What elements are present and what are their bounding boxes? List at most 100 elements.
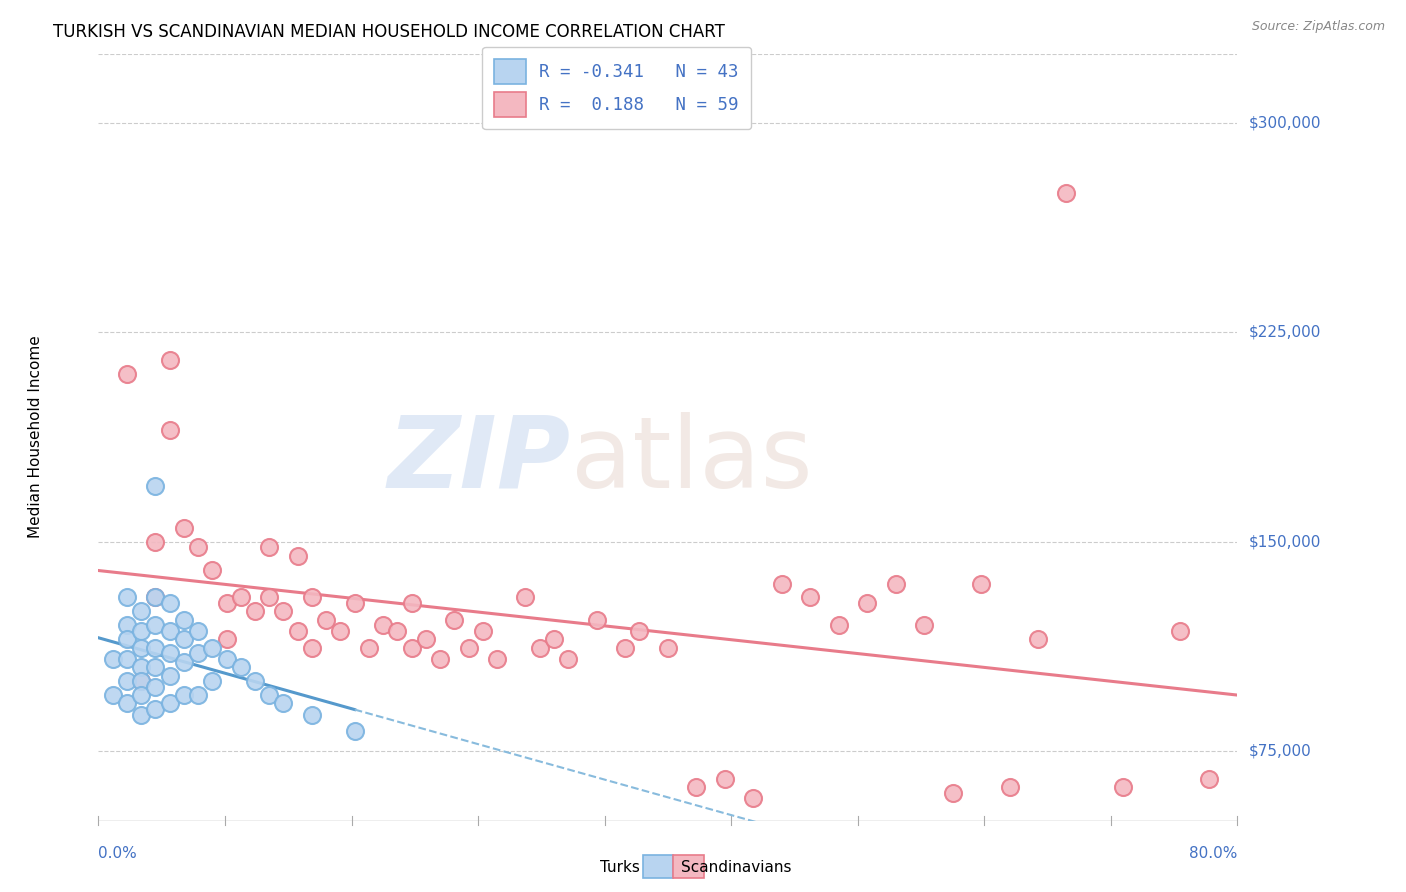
- Point: [159, 596, 181, 610]
- Point: [159, 423, 181, 437]
- Point: [273, 604, 295, 618]
- Point: [129, 707, 152, 722]
- Point: [159, 668, 181, 682]
- Point: [115, 632, 138, 647]
- Point: [415, 632, 437, 647]
- Point: [115, 368, 138, 382]
- Point: [343, 724, 366, 739]
- Point: [115, 697, 138, 711]
- Point: [187, 624, 209, 638]
- Point: [1026, 632, 1049, 647]
- Point: [187, 646, 209, 660]
- Point: [486, 652, 509, 666]
- Legend: R = -0.341   N = 43, R =  0.188   N = 59: R = -0.341 N = 43, R = 0.188 N = 59: [482, 47, 751, 129]
- Point: [429, 652, 451, 666]
- Point: [145, 591, 167, 605]
- Point: [357, 640, 380, 655]
- Text: Scandinavians: Scandinavians: [681, 860, 792, 874]
- Point: [129, 604, 152, 618]
- Point: [173, 613, 195, 627]
- Text: $150,000: $150,000: [1249, 534, 1320, 549]
- Text: $300,000: $300,000: [1249, 116, 1320, 131]
- Point: [912, 618, 935, 632]
- Point: [173, 655, 195, 669]
- Point: [401, 596, 423, 610]
- Point: [101, 652, 124, 666]
- Point: [187, 688, 209, 702]
- Point: [173, 521, 195, 535]
- Point: [657, 640, 679, 655]
- Point: [373, 618, 395, 632]
- Point: [201, 563, 224, 577]
- Text: atlas: atlas: [571, 411, 813, 508]
- Point: [115, 674, 138, 689]
- Point: [145, 591, 167, 605]
- Point: [115, 591, 138, 605]
- Point: [259, 688, 281, 702]
- Point: [129, 688, 152, 702]
- Point: [828, 618, 851, 632]
- Point: [343, 596, 366, 610]
- Text: Median Household Income: Median Household Income: [28, 335, 44, 539]
- Point: [159, 646, 181, 660]
- Text: ZIP: ZIP: [388, 411, 571, 508]
- Point: [129, 640, 152, 655]
- Point: [129, 674, 152, 689]
- Point: [770, 576, 793, 591]
- Point: [215, 632, 238, 647]
- Point: [129, 674, 152, 689]
- Point: [187, 541, 209, 555]
- Text: TURKISH VS SCANDINAVIAN MEDIAN HOUSEHOLD INCOME CORRELATION CHART: TURKISH VS SCANDINAVIAN MEDIAN HOUSEHOLD…: [53, 23, 724, 41]
- Point: [201, 674, 224, 689]
- Point: [329, 624, 352, 638]
- Point: [129, 624, 152, 638]
- Point: [970, 576, 993, 591]
- Point: [387, 624, 409, 638]
- Text: Turks: Turks: [600, 860, 640, 874]
- Point: [856, 596, 879, 610]
- Point: [799, 591, 821, 605]
- Point: [229, 591, 252, 605]
- Point: [159, 624, 181, 638]
- Point: [543, 632, 565, 647]
- Text: 0.0%: 0.0%: [98, 846, 138, 861]
- Point: [243, 604, 266, 618]
- Point: [145, 702, 167, 716]
- Point: [942, 786, 965, 800]
- Point: [287, 624, 309, 638]
- Point: [115, 618, 138, 632]
- Point: [301, 640, 323, 655]
- Point: [315, 613, 337, 627]
- Point: [201, 640, 224, 655]
- Point: [557, 652, 579, 666]
- Point: [287, 549, 309, 563]
- Point: [529, 640, 551, 655]
- Point: [301, 707, 323, 722]
- Point: [215, 596, 238, 610]
- Point: [628, 624, 651, 638]
- Point: [614, 640, 637, 655]
- Point: [259, 591, 281, 605]
- Text: $225,000: $225,000: [1249, 325, 1320, 340]
- Point: [145, 660, 167, 674]
- Point: [301, 591, 323, 605]
- Point: [998, 780, 1021, 794]
- Point: [742, 791, 765, 805]
- Point: [714, 772, 737, 786]
- Point: [145, 479, 167, 493]
- Point: [273, 697, 295, 711]
- Text: 80.0%: 80.0%: [1189, 846, 1237, 861]
- Text: $75,000: $75,000: [1249, 743, 1312, 758]
- Point: [1112, 780, 1135, 794]
- Point: [443, 613, 465, 627]
- Point: [515, 591, 537, 605]
- Point: [1198, 772, 1220, 786]
- Point: [229, 660, 252, 674]
- Point: [1056, 186, 1078, 200]
- Point: [115, 652, 138, 666]
- Point: [145, 618, 167, 632]
- Point: [145, 640, 167, 655]
- Point: [685, 780, 707, 794]
- Point: [215, 652, 238, 666]
- Point: [585, 613, 607, 627]
